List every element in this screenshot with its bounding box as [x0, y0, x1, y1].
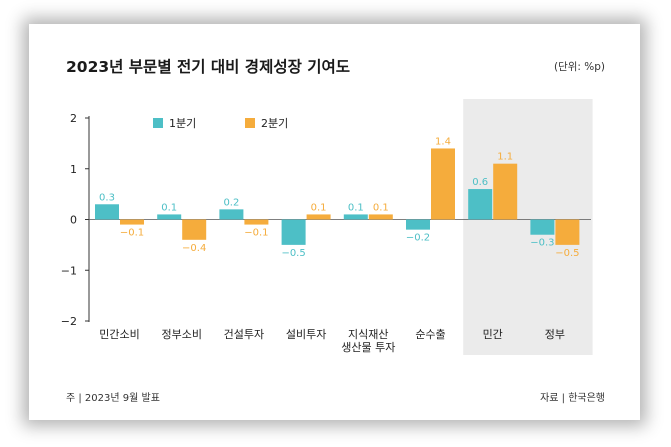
bar: [343, 214, 368, 220]
chart-card: 2023년 부문별 전기 대비 경제성장 기여도 (단위: %p) 2 1 0 −1 −2 1…: [29, 24, 640, 420]
data-label: −0.4: [182, 243, 206, 254]
bar: [493, 163, 518, 220]
data-label: 0.1: [161, 202, 177, 213]
y-tick-label: −2: [61, 315, 77, 328]
data-label: −0.1: [120, 228, 144, 239]
bar: [157, 214, 182, 220]
x-tick-label: 민간소비: [99, 328, 139, 341]
x-tick-label: 지식재산: [348, 328, 388, 341]
data-label: −0.3: [530, 238, 554, 249]
x-tick-label: 순수출: [415, 328, 445, 341]
bar: [95, 204, 119, 220]
bar: [431, 148, 455, 220]
bar: [219, 209, 244, 220]
data-label: 0.6: [472, 177, 488, 188]
bar: [368, 214, 393, 220]
x-tick-label: 설비투자: [286, 328, 326, 341]
x-tick-label: 건설투자: [224, 328, 264, 341]
bar: [244, 219, 269, 225]
legend-label: 1분기: [169, 117, 196, 130]
legend-label: 2분기: [261, 117, 288, 130]
data-label: 0.1: [311, 202, 327, 213]
x-tick-label: 민간: [483, 328, 503, 341]
y-tick-label: −1: [61, 264, 77, 277]
bar: [281, 219, 306, 245]
data-label: 0.2: [223, 197, 239, 208]
bar-chart: 2023년 부문별 전기 대비 경제성장 기여도 (단위: %p) 2 1 0 −1 −2 1…: [61, 57, 605, 404]
bar: [555, 219, 580, 245]
y-tick-label: 0: [70, 214, 77, 227]
x-tick-label: 정부소비: [161, 328, 201, 341]
unit-label: (단위: %p): [554, 60, 605, 73]
bar: [468, 189, 493, 220]
legend-swatch: [245, 118, 255, 128]
data-label: 0.1: [373, 202, 389, 213]
footnote: 주 | 2023년 9월 발표: [66, 392, 160, 404]
data-label: 0.1: [348, 202, 364, 213]
bar: [120, 219, 144, 225]
data-label: 1.4: [435, 136, 451, 147]
data-label: −0.5: [555, 248, 579, 259]
source-note: 자료 | 한국은행: [540, 392, 605, 404]
bar: [182, 219, 207, 240]
data-label: 0.3: [99, 192, 115, 203]
y-tick-label: 2: [70, 112, 77, 125]
bar: [306, 214, 331, 220]
x-tick-label: 생산물 투자: [341, 341, 395, 354]
chart-title: 2023년 부문별 전기 대비 경제성장 기여도: [66, 57, 350, 76]
x-tick-label: 정부: [545, 328, 565, 341]
legend-swatch: [153, 118, 163, 128]
data-label: −0.1: [244, 228, 268, 239]
bar: [406, 219, 430, 230]
y-tick-label: 1: [70, 163, 77, 176]
data-label: −0.2: [406, 233, 430, 244]
bar: [530, 219, 555, 235]
data-label: 1.1: [497, 152, 513, 163]
data-label: −0.5: [281, 248, 305, 259]
